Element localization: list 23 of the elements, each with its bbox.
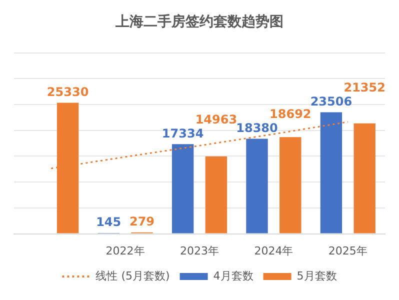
- legend-label: 5月套数: [296, 269, 337, 282]
- bar: [172, 144, 194, 234]
- data-label: 145: [96, 215, 122, 230]
- data-label: 25330: [46, 84, 89, 99]
- bar: [246, 138, 268, 234]
- x-tick-label: 2023年: [180, 244, 219, 258]
- data-label: 18380: [236, 120, 278, 135]
- data-label: 14963: [195, 112, 238, 126]
- chart-title: 上海二手房签约套数趋势图: [114, 13, 284, 30]
- data-label: 17334: [162, 126, 204, 140]
- legend-label: 4月套数: [213, 269, 254, 282]
- bar: [354, 123, 376, 234]
- x-tick-label: 2025年: [328, 244, 368, 258]
- data-label: 279: [129, 214, 155, 228]
- x-tick-label: 2022年: [106, 244, 145, 258]
- x-tick-label: 2024年: [254, 244, 294, 258]
- data-label: 23506: [310, 94, 352, 108]
- bar: [280, 137, 302, 234]
- bar: [320, 112, 342, 234]
- legend-label: 线性 (5月套数): [96, 269, 170, 282]
- data-label: 18692: [270, 106, 312, 121]
- data-label: 21352: [344, 80, 386, 94]
- bar: [205, 156, 228, 234]
